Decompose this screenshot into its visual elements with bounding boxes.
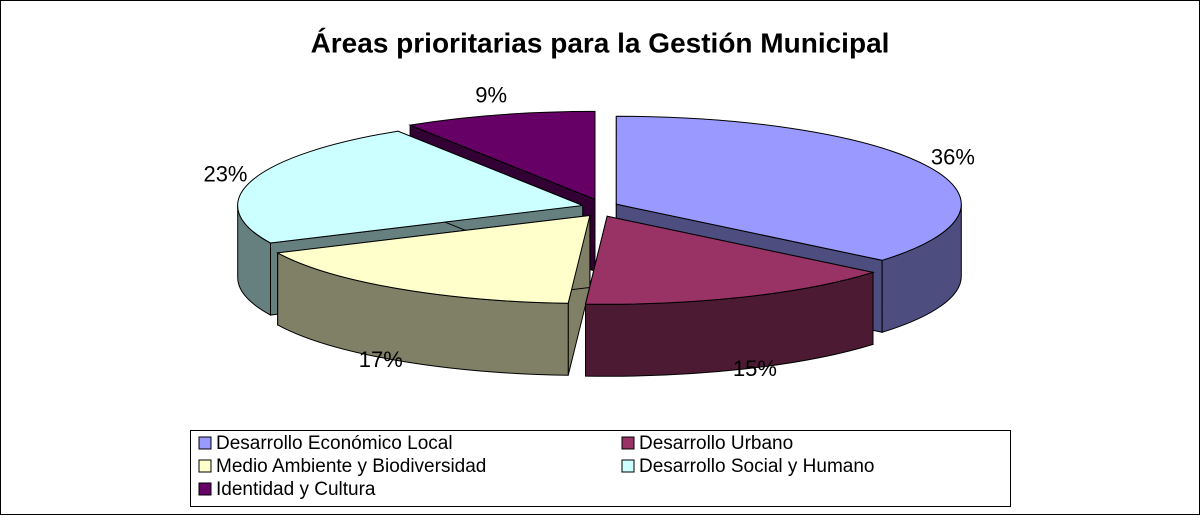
data-label: 17% — [359, 347, 403, 372]
legend-swatch — [198, 459, 212, 473]
slice — [276, 214, 591, 304]
legend-label: Desarrollo Económico Local — [216, 433, 453, 454]
legend-label: Desarrollo Social y Humano — [639, 456, 875, 477]
data-label: 23% — [203, 161, 247, 186]
legend-label: Identidad y Cultura — [216, 479, 376, 500]
legend-swatch — [621, 459, 635, 473]
slice — [408, 110, 596, 201]
slice — [615, 115, 962, 261]
data-label: 9% — [475, 82, 507, 107]
legend-label: Medio Ambiente y Biodiversidad — [216, 456, 486, 477]
data-label: 15% — [733, 356, 777, 381]
legend-swatch — [198, 436, 212, 450]
chart-title: Áreas prioritarias para la Gestión Munic… — [311, 27, 890, 58]
slice — [237, 130, 583, 244]
data-label: 36% — [931, 144, 975, 169]
legend-label: Desarrollo Urbano — [639, 433, 793, 454]
legend-swatch — [621, 436, 635, 450]
slice — [584, 215, 875, 305]
legend-swatch — [198, 482, 212, 496]
legend-box — [190, 430, 1011, 507]
